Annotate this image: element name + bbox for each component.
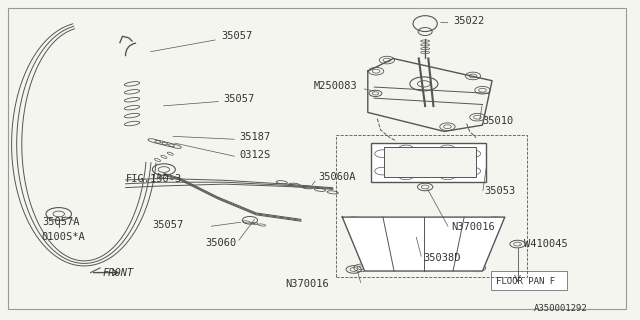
Text: FRONT: FRONT	[102, 268, 133, 278]
Text: 0312S: 0312S	[239, 150, 270, 160]
Text: 35057A: 35057A	[43, 217, 80, 227]
Text: A350001292: A350001292	[534, 304, 588, 313]
Text: 35010: 35010	[483, 116, 514, 125]
Polygon shape	[342, 217, 505, 271]
Text: 0100S*A: 0100S*A	[41, 232, 84, 242]
Text: 35022: 35022	[454, 16, 485, 26]
Text: W410045: W410045	[524, 239, 568, 249]
Text: M250083: M250083	[314, 81, 357, 91]
Text: 35057: 35057	[223, 94, 254, 104]
Text: 35060: 35060	[205, 238, 237, 248]
Text: 35053: 35053	[484, 186, 516, 196]
Text: 35060A: 35060A	[318, 172, 356, 182]
FancyBboxPatch shape	[491, 271, 567, 290]
Text: 35038D: 35038D	[423, 252, 461, 262]
Text: N370016: N370016	[285, 279, 329, 289]
Text: 35187: 35187	[239, 132, 270, 142]
Text: N370016: N370016	[451, 222, 495, 232]
FancyBboxPatch shape	[384, 147, 476, 178]
FancyBboxPatch shape	[371, 142, 486, 182]
Text: FLOOR PAN F: FLOOR PAN F	[496, 277, 555, 286]
Text: FIG.130-3: FIG.130-3	[125, 174, 182, 184]
Text: 35057: 35057	[152, 220, 184, 230]
Text: 35057: 35057	[221, 31, 253, 42]
